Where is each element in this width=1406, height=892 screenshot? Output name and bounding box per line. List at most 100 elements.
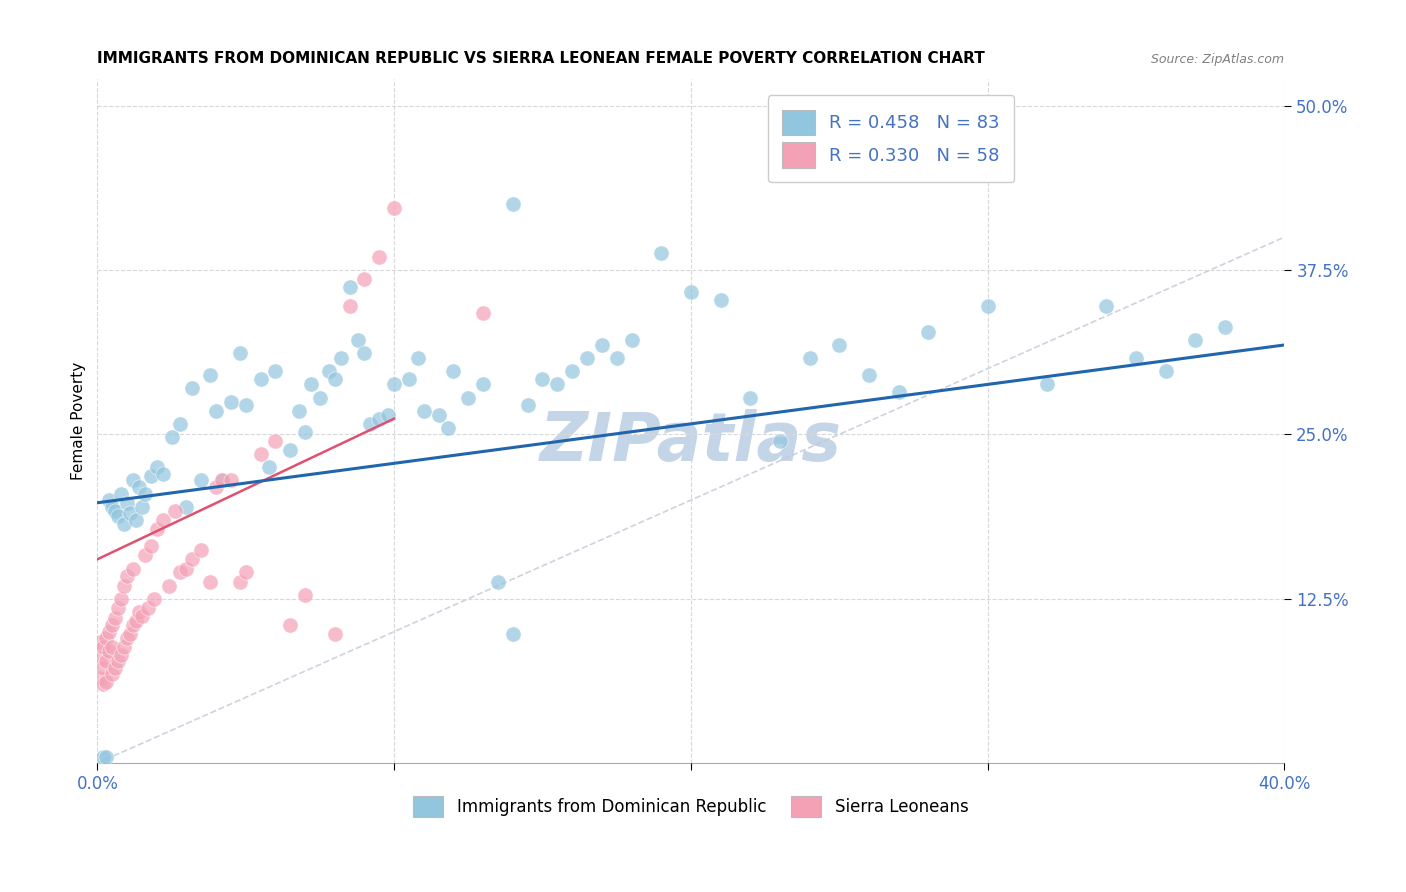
Point bbox=[98, 493, 121, 508]
Point bbox=[368, 250, 391, 264]
Point bbox=[382, 201, 405, 215]
Point bbox=[134, 549, 156, 563]
Point bbox=[91, 749, 114, 764]
Point bbox=[104, 503, 127, 517]
Point bbox=[89, 635, 111, 649]
Point bbox=[131, 608, 153, 623]
Point bbox=[229, 574, 252, 589]
Point bbox=[740, 391, 762, 405]
Point bbox=[107, 654, 129, 668]
Point bbox=[211, 474, 233, 488]
Point bbox=[96, 631, 118, 645]
Point bbox=[575, 351, 598, 365]
Point bbox=[1154, 364, 1177, 378]
Point bbox=[98, 624, 121, 639]
Point bbox=[112, 579, 135, 593]
Point bbox=[457, 391, 479, 405]
Point bbox=[606, 351, 628, 365]
Point bbox=[211, 474, 233, 488]
Point bbox=[318, 364, 340, 378]
Point bbox=[219, 474, 242, 488]
Point bbox=[160, 430, 183, 444]
Point bbox=[412, 403, 434, 417]
Point bbox=[1213, 319, 1236, 334]
Point bbox=[181, 381, 204, 395]
Point bbox=[112, 640, 135, 655]
Point bbox=[91, 661, 114, 675]
Point bbox=[679, 285, 702, 300]
Point bbox=[294, 425, 316, 439]
Point bbox=[502, 197, 524, 211]
Point bbox=[136, 601, 159, 615]
Point bbox=[152, 467, 174, 481]
Point bbox=[96, 654, 118, 668]
Point bbox=[110, 486, 132, 500]
Point bbox=[976, 299, 998, 313]
Point bbox=[145, 460, 167, 475]
Point bbox=[917, 325, 939, 339]
Point bbox=[436, 421, 458, 435]
Point bbox=[288, 403, 311, 417]
Point bbox=[443, 364, 465, 378]
Point bbox=[353, 346, 375, 360]
Point bbox=[339, 280, 361, 294]
Y-axis label: Female Poverty: Female Poverty bbox=[72, 362, 86, 481]
Point bbox=[125, 513, 148, 527]
Point bbox=[115, 496, 138, 510]
Point bbox=[294, 588, 316, 602]
Point bbox=[799, 351, 821, 365]
Point bbox=[101, 618, 124, 632]
Point bbox=[264, 364, 287, 378]
Text: Source: ZipAtlas.com: Source: ZipAtlas.com bbox=[1152, 53, 1285, 66]
Point bbox=[115, 631, 138, 645]
Point bbox=[198, 368, 221, 383]
Point bbox=[219, 394, 242, 409]
Point bbox=[1095, 299, 1118, 313]
Point bbox=[104, 611, 127, 625]
Point bbox=[620, 333, 643, 347]
Point bbox=[427, 408, 450, 422]
Point bbox=[249, 372, 271, 386]
Point bbox=[134, 486, 156, 500]
Point bbox=[249, 447, 271, 461]
Point bbox=[122, 618, 145, 632]
Point bbox=[176, 561, 198, 575]
Point bbox=[591, 338, 613, 352]
Point bbox=[650, 246, 672, 260]
Point bbox=[139, 469, 162, 483]
Point bbox=[91, 640, 114, 655]
Point bbox=[329, 351, 352, 365]
Text: IMMIGRANTS FROM DOMINICAN REPUBLIC VS SIERRA LEONEAN FEMALE POVERTY CORRELATION : IMMIGRANTS FROM DOMINICAN REPUBLIC VS SI… bbox=[97, 51, 986, 66]
Point bbox=[472, 377, 495, 392]
Point bbox=[382, 377, 405, 392]
Point bbox=[561, 364, 583, 378]
Point bbox=[142, 591, 165, 606]
Point bbox=[264, 434, 287, 448]
Point bbox=[205, 403, 228, 417]
Point bbox=[502, 627, 524, 641]
Point bbox=[299, 377, 322, 392]
Point bbox=[323, 627, 346, 641]
Point bbox=[205, 480, 228, 494]
Point bbox=[118, 627, 141, 641]
Point bbox=[89, 651, 111, 665]
Point bbox=[169, 417, 191, 431]
Point bbox=[709, 293, 731, 308]
Text: ZIPatlas: ZIPatlas bbox=[540, 409, 842, 475]
Point bbox=[122, 474, 145, 488]
Point bbox=[235, 399, 257, 413]
Point bbox=[353, 272, 375, 286]
Point bbox=[128, 480, 150, 494]
Point bbox=[107, 508, 129, 523]
Point bbox=[278, 443, 301, 458]
Legend: Immigrants from Dominican Republic, Sierra Leoneans: Immigrants from Dominican Republic, Sier… bbox=[406, 789, 974, 823]
Point bbox=[309, 391, 332, 405]
Point bbox=[516, 399, 538, 413]
Point bbox=[406, 351, 429, 365]
Point bbox=[1184, 333, 1206, 347]
Point bbox=[472, 306, 495, 320]
Point bbox=[91, 677, 114, 691]
Point bbox=[89, 671, 111, 685]
Point bbox=[377, 408, 399, 422]
Point bbox=[190, 474, 212, 488]
